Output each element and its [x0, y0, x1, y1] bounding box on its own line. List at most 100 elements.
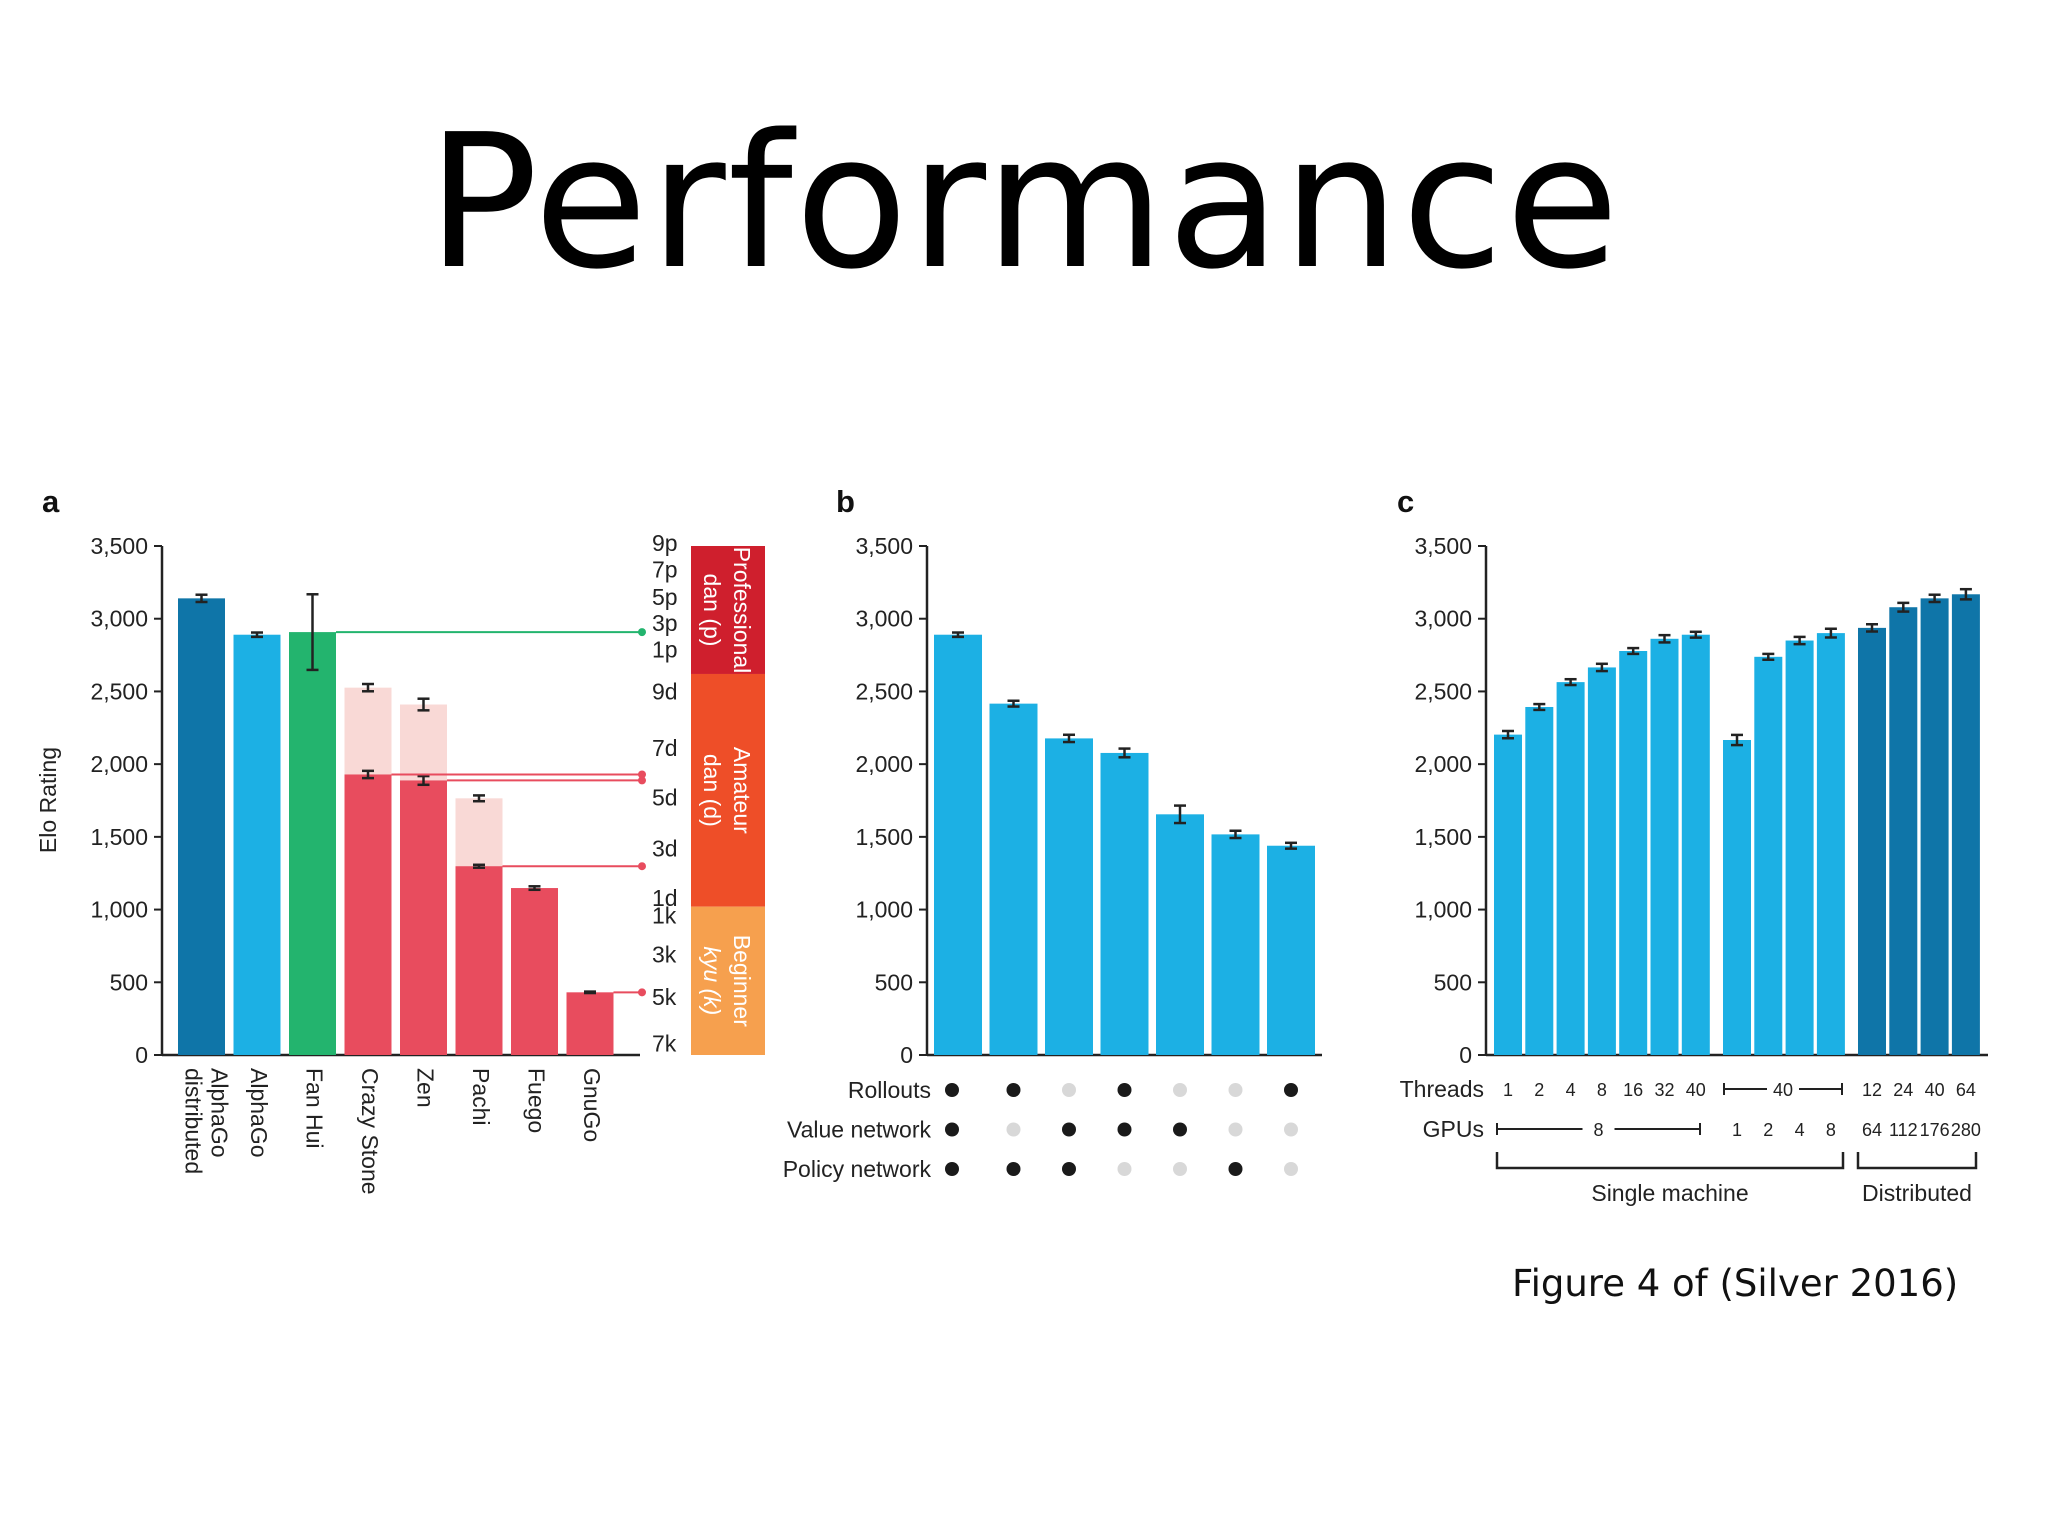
y-tick-label-c: 3,500	[1414, 533, 1472, 559]
y-tick-label-a: 0	[135, 1042, 148, 1068]
config-dot	[1062, 1083, 1076, 1097]
y-tick-label-c: 3,000	[1414, 606, 1472, 632]
bar-7	[1723, 740, 1751, 1055]
y-tick-label-b: 2,500	[855, 678, 913, 704]
gpus-value: 1	[1732, 1120, 1742, 1140]
gpus-span-label: 8	[1593, 1120, 1603, 1140]
rank-band-0	[691, 546, 765, 674]
gpus-value: 2	[1763, 1120, 1773, 1140]
y-tick-label-c: 0	[1459, 1042, 1472, 1068]
threads-value: 2	[1534, 1080, 1544, 1100]
bar-5	[1211, 834, 1260, 1055]
category-label-4: Zen	[413, 1068, 439, 1108]
config-dot	[1228, 1162, 1243, 1176]
bar-13	[1920, 598, 1949, 1055]
config-dot	[1006, 1083, 1021, 1097]
category-label-7: GnuGo	[579, 1068, 605, 1142]
rank-tick-label: 3p	[652, 610, 678, 636]
gpus-value: 64	[1862, 1120, 1882, 1140]
category-text: distributed	[181, 1068, 207, 1174]
category-text: Fuego	[524, 1068, 550, 1133]
panel-label-a: a	[42, 484, 60, 519]
config-dot	[1284, 1083, 1298, 1097]
bar-0	[934, 634, 982, 1055]
category-label-2: Fan Hui	[302, 1068, 328, 1149]
y-tick-label-c: 2,000	[1414, 751, 1472, 777]
config-dot	[1062, 1162, 1076, 1176]
y-tick-label-a: 3,500	[90, 533, 148, 559]
bar-14	[1951, 594, 1980, 1055]
category-label-3: Crazy Stone	[357, 1068, 383, 1195]
rank-tick-label: 9p	[652, 530, 678, 556]
rank-tick-label: 9d	[652, 678, 678, 704]
threads-label: Threads	[1400, 1076, 1484, 1102]
config-dot	[1117, 1083, 1132, 1097]
rank-band-text: Professional	[729, 547, 755, 674]
bracket-distributed-label: Distributed	[1862, 1180, 1972, 1206]
config-dot	[1173, 1122, 1187, 1137]
y-tick-label-b: 1,000	[855, 897, 913, 923]
rank-tick-label: 5k	[652, 984, 677, 1010]
y-tick-label-a: 500	[110, 969, 148, 995]
config-dot	[1173, 1162, 1187, 1176]
rank-band-text: dan (p)	[699, 574, 725, 647]
rank-connector-dot	[638, 988, 646, 997]
rank-tick-label: 5d	[652, 785, 678, 811]
category-text: AlphaGo	[207, 1068, 233, 1158]
rank-connector-dot	[638, 862, 646, 871]
bar-4	[1619, 650, 1648, 1055]
gpus-value: 280	[1951, 1120, 1981, 1140]
bar-6	[1681, 634, 1710, 1055]
rank-tick-label: 3d	[652, 835, 678, 861]
category-label-6: Fuego	[524, 1068, 550, 1133]
bar-9	[1785, 640, 1814, 1055]
threads-value: 4	[1566, 1080, 1576, 1100]
rank-tick-label: 3k	[652, 942, 677, 968]
category-label-1: AlphaGo	[246, 1068, 272, 1158]
threads-value: 8	[1597, 1080, 1607, 1100]
threads-value: 40	[1686, 1080, 1706, 1100]
bar-6	[511, 888, 558, 1055]
config-dot	[1062, 1122, 1076, 1137]
rank-band-text: Amateur	[729, 747, 755, 834]
category-text: Zen	[413, 1068, 439, 1108]
rank-tick-label: 1k	[652, 902, 677, 928]
gpus-value: 4	[1795, 1120, 1805, 1140]
rank-band-1	[691, 673, 765, 907]
bracket-single-machine	[1495, 1152, 1845, 1170]
category-label-5: Pachi	[468, 1068, 494, 1126]
bar-11	[1858, 627, 1886, 1055]
y-tick-label-a: 2,000	[90, 751, 148, 777]
threads-value: 12	[1862, 1080, 1882, 1100]
y-tick-label-a: 1,000	[90, 897, 148, 923]
y-tick-label-b: 3,000	[855, 606, 913, 632]
bar-3	[1587, 667, 1616, 1055]
bar-1	[1525, 706, 1554, 1055]
figure-caption: Figure 4 of (Silver 2016)	[1512, 1262, 1959, 1305]
config-dot	[1284, 1122, 1298, 1137]
y-tick-label-c: 2,500	[1414, 678, 1472, 704]
y-tick-label-a: 3,000	[90, 606, 148, 632]
rank-tick-label: 5p	[652, 584, 678, 610]
config-dot	[1117, 1122, 1132, 1137]
bracket-single-machine-label: Single machine	[1591, 1180, 1748, 1206]
category-text: Pachi	[468, 1068, 494, 1126]
config-dot	[1006, 1162, 1021, 1176]
config-dot	[945, 1083, 959, 1097]
config-dot	[1006, 1122, 1021, 1137]
rank-band-text: Beginner	[729, 935, 755, 1027]
config-dot	[945, 1122, 959, 1137]
rank-band-2	[691, 906, 765, 1055]
category-text: GnuGo	[579, 1068, 605, 1142]
category-text: Fan Hui	[302, 1068, 328, 1149]
y-tick-label-c: 1,500	[1414, 824, 1472, 850]
config-dot	[1228, 1083, 1243, 1097]
category-text: AlphaGo	[246, 1068, 272, 1158]
bar-10	[1816, 633, 1845, 1055]
rank-connector-dot	[638, 628, 646, 637]
config-row-label: Policy network	[783, 1156, 932, 1182]
gpus-value: 8	[1826, 1120, 1836, 1140]
